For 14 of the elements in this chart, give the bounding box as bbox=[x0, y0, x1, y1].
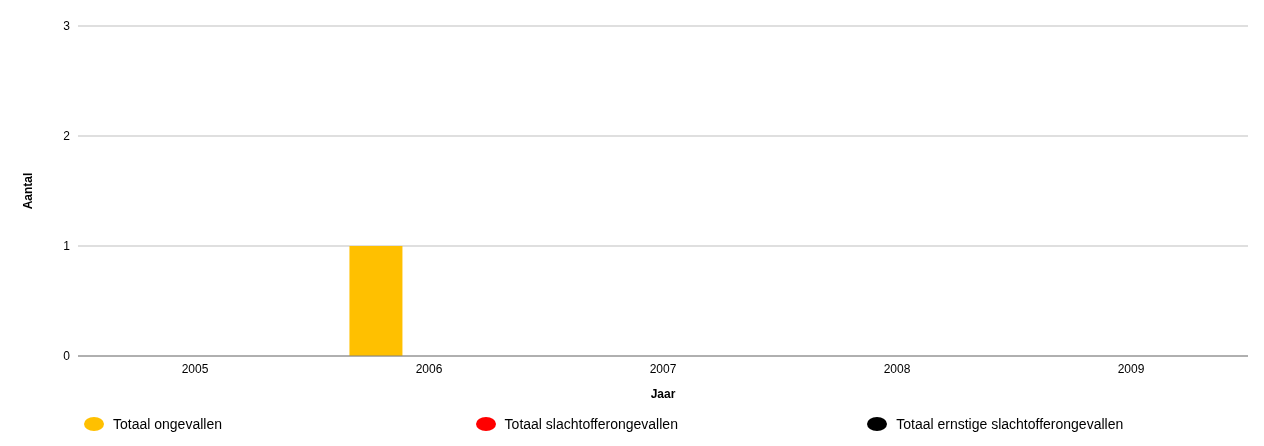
y-tick-label: 1 bbox=[63, 239, 71, 254]
x-axis-title: Jaar bbox=[650, 387, 676, 401]
y-axis-title: Aantal bbox=[21, 172, 36, 210]
x-tick-label: 2008 bbox=[883, 361, 911, 376]
x-tick-label: 2009 bbox=[1117, 361, 1145, 376]
y-tick-label: 2 bbox=[63, 129, 71, 144]
x-tick-label: 2005 bbox=[181, 361, 209, 376]
legend-label: Totaal slachtofferongevallen bbox=[504, 416, 678, 432]
y-tick-label: 3 bbox=[63, 19, 71, 34]
x-tick-label: 2006 bbox=[415, 361, 443, 376]
y-tick-label: 0 bbox=[63, 349, 71, 364]
legend-label: Totaal ongevallen bbox=[113, 416, 222, 432]
legend-label: Totaal ernstige slachtofferongevallen bbox=[896, 416, 1124, 432]
x-tick-label: 2007 bbox=[649, 361, 677, 376]
